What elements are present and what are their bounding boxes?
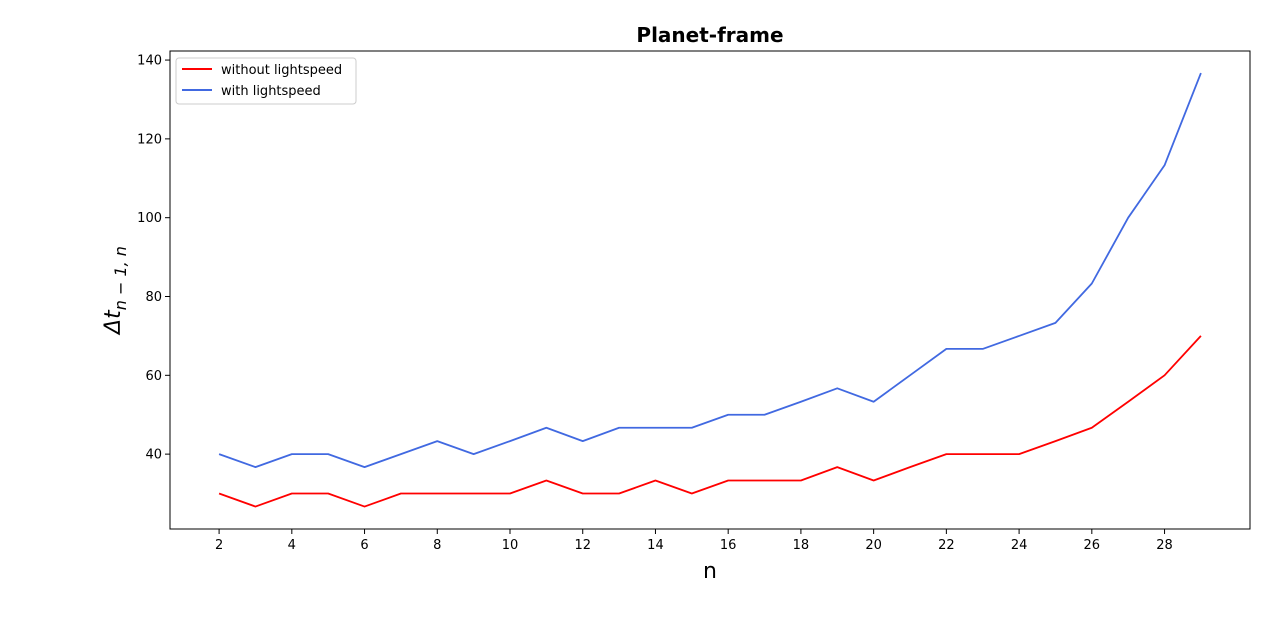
x-axis-label: n xyxy=(703,559,717,584)
x-tick-label: 12 xyxy=(574,538,591,553)
x-tick-label: 16 xyxy=(720,538,737,553)
plot-frame xyxy=(170,51,1250,529)
y-axis-label-subscript: n − 1, n xyxy=(111,246,130,310)
x-tick-label: 20 xyxy=(865,538,882,553)
y-axis-ticks: 40 60 80 100 120 140 xyxy=(137,54,170,463)
legend-label-without-lightspeed: without lightspeed xyxy=(221,63,342,78)
x-tick-label: 4 xyxy=(288,538,296,553)
x-tick-label: 2 xyxy=(215,538,223,553)
plot-layer xyxy=(219,73,1201,506)
x-tick-label: 24 xyxy=(1011,538,1028,553)
y-tick-label: 120 xyxy=(137,132,162,147)
x-tick-label: 14 xyxy=(647,538,664,553)
y-tick-label: 140 xyxy=(137,54,162,69)
y-axis-label: Δtn − 1, n xyxy=(101,246,130,336)
x-tick-label: 28 xyxy=(1156,538,1173,553)
x-tick-label: 22 xyxy=(938,538,955,553)
y-axis-label-main: Δt xyxy=(101,309,126,336)
legend-label-with-lightspeed: with lightspeed xyxy=(221,84,321,99)
y-tick-label: 60 xyxy=(145,369,162,384)
y-tick-label: 100 xyxy=(137,211,162,226)
y-tick-label: 80 xyxy=(145,290,162,305)
x-tick-label: 18 xyxy=(793,538,810,553)
x-tick-label: 26 xyxy=(1084,538,1101,553)
series-line-with-lightspeed xyxy=(219,73,1201,467)
x-tick-label: 6 xyxy=(360,538,368,553)
y-tick-label: 40 xyxy=(145,448,162,463)
legend: without lightspeed with lightspeed xyxy=(176,58,356,104)
chart-title: Planet-frame xyxy=(636,23,783,47)
x-tick-label: 8 xyxy=(433,538,441,553)
x-tick-label: 10 xyxy=(502,538,519,553)
